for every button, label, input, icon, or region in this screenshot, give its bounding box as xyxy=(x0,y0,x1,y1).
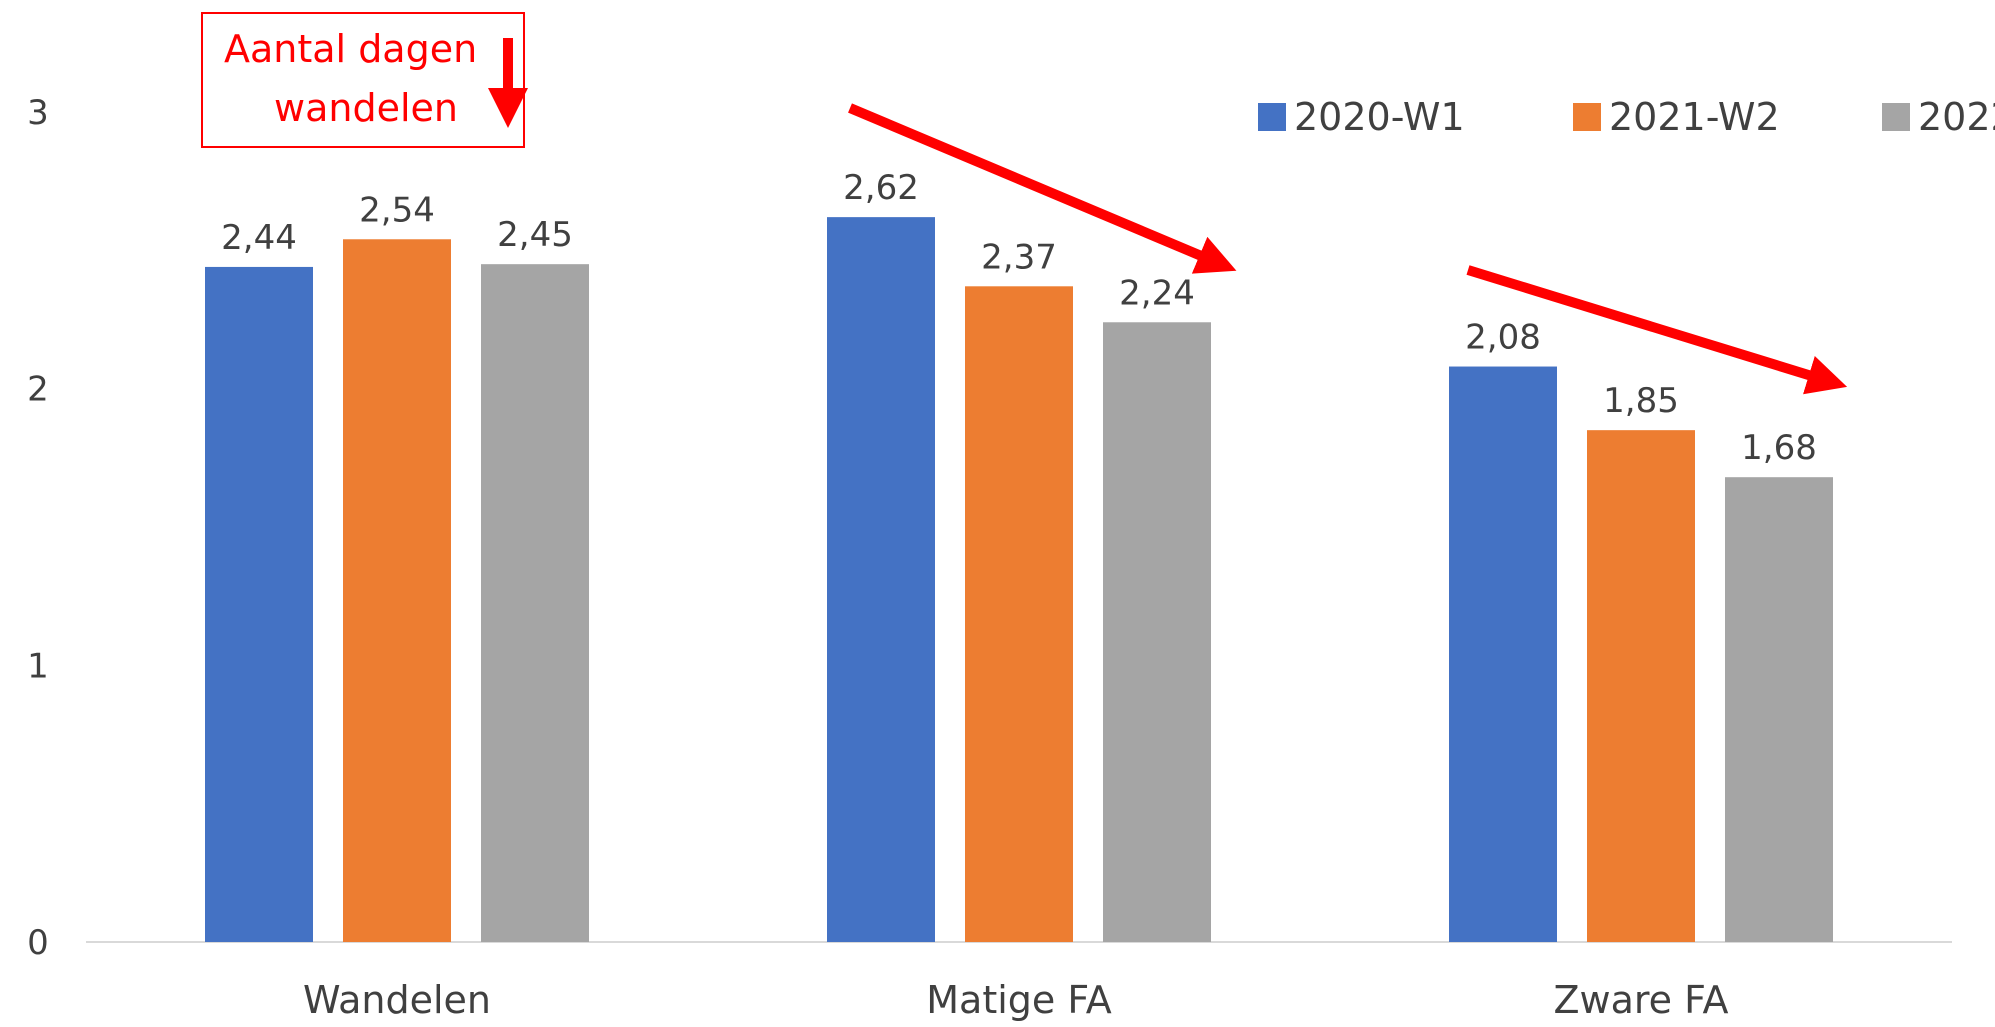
x-category-label: Zware FA xyxy=(1553,978,1728,1022)
legend-label: 2020-W1 xyxy=(1294,95,1465,139)
bar xyxy=(343,239,451,942)
data-label: 2,62 xyxy=(843,168,919,208)
data-label: 2,08 xyxy=(1465,318,1541,358)
x-category-label: Matige FA xyxy=(926,978,1111,1022)
y-tick-label: 2 xyxy=(27,370,49,410)
data-label: 1,68 xyxy=(1741,428,1817,468)
legend-swatch xyxy=(1882,103,1910,131)
legend-swatch xyxy=(1573,103,1601,131)
legend-label: 2021-W2 xyxy=(1609,95,1780,139)
y-tick-label: 1 xyxy=(27,646,49,686)
data-label: 1,85 xyxy=(1603,381,1679,421)
data-label: 2,44 xyxy=(221,218,297,258)
legend-label: 2022-W3 xyxy=(1918,95,1995,139)
legend-swatch xyxy=(1258,103,1286,131)
bar xyxy=(827,217,935,943)
bar xyxy=(1449,366,1557,942)
bar xyxy=(1725,477,1833,942)
legend: 2020-W1 2021-W2 2022-W3 xyxy=(1258,95,1995,139)
annotation-line-2: wandelen xyxy=(274,86,458,130)
trend-arrow-zware-fa xyxy=(1466,265,1848,395)
y-tick-label: 3 xyxy=(27,93,49,133)
data-label: 2,45 xyxy=(497,215,573,255)
bar xyxy=(1587,430,1695,942)
bars xyxy=(205,217,1833,943)
data-labels: 2,44 2,54 2,45 2,62 2,37 2,24 2,08 1,85 1,68 xyxy=(221,168,1817,468)
bar xyxy=(481,264,589,943)
trend-arrows xyxy=(848,103,1848,395)
y-tick-label: 0 xyxy=(27,923,49,963)
x-category-label: Wandelen xyxy=(303,978,491,1022)
bar xyxy=(965,286,1073,942)
data-label: 2,54 xyxy=(359,190,435,230)
data-label: 2,37 xyxy=(981,237,1057,277)
category-labels: Wandelen Matige FA Zware FA xyxy=(303,978,1729,1022)
y-axis: 0 1 2 3 xyxy=(27,93,49,963)
data-label: 2,24 xyxy=(1119,273,1195,313)
bar xyxy=(1103,322,1211,942)
trend-arrow-matige-fa xyxy=(848,103,1237,274)
bar xyxy=(205,266,313,942)
annotation-border xyxy=(201,12,525,148)
annotation-box: Aantal dagen wandelen xyxy=(201,12,528,148)
annotation-line-1: Aantal dagen xyxy=(224,27,477,71)
